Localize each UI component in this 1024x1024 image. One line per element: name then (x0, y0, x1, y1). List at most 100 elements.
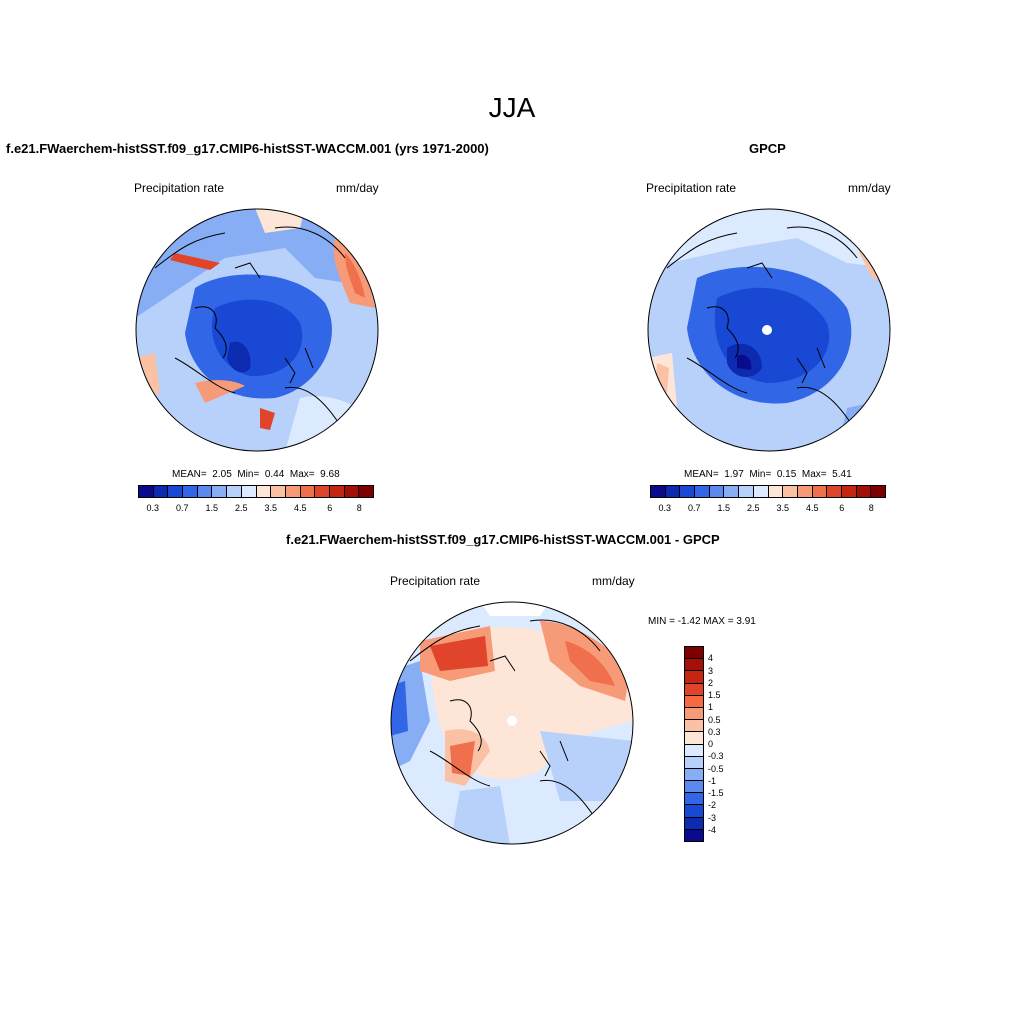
model-colorbar-tick: 1.5 (205, 503, 219, 513)
obs-colorbar-tick: 0.3 (658, 503, 672, 513)
diff-colorbar (684, 646, 704, 842)
diff-colorbar-swatch (685, 768, 703, 782)
obs-colorbar-swatch (768, 486, 784, 497)
obs-stats: MEAN= 1.97 Min= 0.15 Max= 5.41 (684, 469, 852, 480)
model-colorbar-swatch (300, 486, 316, 497)
diff-colorbar-tick: -3 (708, 812, 717, 823)
obs-colorbar-tick: 1.5 (717, 503, 731, 513)
diff-colorbar-tick: 1.5 (708, 690, 721, 700)
diff-colorbar-swatch (685, 695, 703, 708)
model-colorbar-swatch (315, 486, 330, 497)
obs-polar-map (647, 208, 891, 452)
obs-colorbar-swatch (695, 486, 710, 497)
obs-colorbar-swatch (871, 486, 885, 497)
obs-colorbar-swatch (797, 486, 813, 497)
model-colorbar-swatch (256, 486, 272, 497)
model-variable-label: Precipitation rate (134, 181, 225, 195)
obs-panel-title: GPCP (749, 141, 786, 156)
obs-colorbar-swatch (680, 486, 696, 497)
model-units-label: mm/day (336, 181, 379, 195)
model-colorbar-swatch (227, 486, 242, 497)
obs-colorbar-tick: 6 (839, 503, 845, 513)
model-colorbar-swatch (139, 486, 154, 497)
diff-polar-map (390, 601, 634, 845)
diff-colorbar-swatch (685, 720, 703, 733)
obs-colorbar-swatch (841, 486, 857, 497)
diff-colorbar-swatch (685, 647, 703, 660)
obs-colorbar (650, 485, 886, 498)
obs-variable-label: Precipitation rate (646, 181, 737, 195)
diff-colorbar-tick: 0.3 (708, 726, 721, 737)
obs-colorbar-swatch (724, 486, 740, 497)
obs-colorbar-swatch (753, 486, 769, 497)
diff-colorbar-swatch (685, 707, 703, 721)
model-colorbar-swatch (212, 486, 228, 497)
model-colorbar-swatch (329, 486, 345, 497)
diff-colorbar-swatch (685, 732, 703, 745)
diff-colorbar-tick: -0.5 (708, 763, 724, 774)
model-colorbar-swatch (344, 486, 360, 497)
model-colorbar-swatch (183, 486, 198, 497)
diff-colorbar-swatch (685, 781, 703, 794)
model-colorbar-swatch (153, 486, 169, 497)
diff-minmax: MIN = -1.42 MAX = 3.91 (648, 616, 756, 627)
obs-colorbar-ticks: 0.3 0.7 1.5 2.5 3.5 4.5 6 8 (650, 503, 886, 515)
model-colorbar-tick: 8 (356, 503, 362, 513)
diff-variable-label: Precipitation rate (390, 574, 481, 588)
diff-colorbar-ticks: 4 3 2 1.5 1 0.5 0.3 0 -0.3 -0.5 -1 -1.5 -2 -3 -4 (708, 646, 738, 842)
obs-colorbar-swatch (651, 486, 666, 497)
obs-colorbar-tick: 8 (868, 503, 874, 513)
diff-panel-title: f.e21.FWaerchem-histSST.f09_g17.CMIP6-hi… (286, 532, 720, 547)
diff-colorbar-tick: -1 (708, 775, 717, 786)
model-polar-map (135, 208, 379, 452)
diff-colorbar-tick: 2 (708, 677, 714, 688)
model-colorbar-tick: 4.5 (293, 503, 307, 513)
model-colorbar-tick: 0.7 (175, 503, 189, 513)
model-colorbar-swatch (271, 486, 286, 497)
model-colorbar-ticks: 0.3 0.7 1.5 2.5 3.5 4.5 6 8 (138, 503, 374, 515)
obs-colorbar-swatch (812, 486, 828, 497)
diff-colorbar-swatch (685, 659, 703, 672)
model-colorbar-swatch (359, 486, 373, 497)
model-colorbar-swatch (241, 486, 257, 497)
obs-colorbar-swatch (827, 486, 842, 497)
obs-colorbar-swatch (856, 486, 872, 497)
diff-colorbar-tick: 4 (708, 653, 714, 664)
model-colorbar-swatch (168, 486, 184, 497)
model-colorbar (138, 485, 374, 498)
obs-colorbar-tick: 0.7 (687, 503, 701, 513)
diff-colorbar-tick: -0.3 (708, 751, 724, 762)
obs-colorbar-swatch (739, 486, 754, 497)
diff-colorbar-tick: 0 (708, 739, 714, 749)
obs-colorbar-swatch (783, 486, 798, 497)
diff-colorbar-swatch (685, 805, 703, 818)
diff-colorbar-tick: 1 (708, 702, 714, 713)
model-colorbar-swatch (197, 486, 213, 497)
model-colorbar-swatch (285, 486, 301, 497)
model-colorbar-tick: 2.5 (234, 503, 248, 513)
diff-colorbar-swatch (685, 817, 703, 830)
model-colorbar-tick: 0.3 (146, 503, 160, 513)
obs-colorbar-swatch (709, 486, 725, 497)
diff-colorbar-tick: -2 (708, 800, 717, 811)
diff-colorbar-tick: 3 (708, 665, 714, 676)
model-stats: MEAN= 2.05 Min= 0.44 Max= 9.68 (172, 469, 340, 480)
diff-colorbar-tick: -4 (708, 824, 717, 835)
diff-colorbar-swatch (685, 744, 703, 757)
diff-colorbar-swatch (685, 756, 703, 769)
diff-colorbar-tick: -1.5 (708, 788, 724, 798)
obs-colorbar-tick: 2.5 (746, 503, 760, 513)
obs-colorbar-tick: 3.5 (776, 503, 790, 513)
obs-colorbar-swatch (665, 486, 681, 497)
model-panel-title: f.e21.FWaerchem-histSST.f09_g17.CMIP6-hi… (6, 141, 489, 156)
diff-colorbar-swatch (685, 829, 703, 841)
season-title: JJA (488, 92, 536, 123)
model-colorbar-tick: 6 (327, 503, 333, 513)
diff-units-label: mm/day (592, 574, 635, 588)
model-colorbar-tick: 3.5 (264, 503, 278, 513)
obs-colorbar-tick: 4.5 (805, 503, 819, 513)
obs-units-label: mm/day (848, 181, 891, 195)
diff-colorbar-swatch (685, 683, 703, 696)
diff-colorbar-swatch (685, 671, 703, 684)
diff-colorbar-swatch (685, 793, 703, 806)
